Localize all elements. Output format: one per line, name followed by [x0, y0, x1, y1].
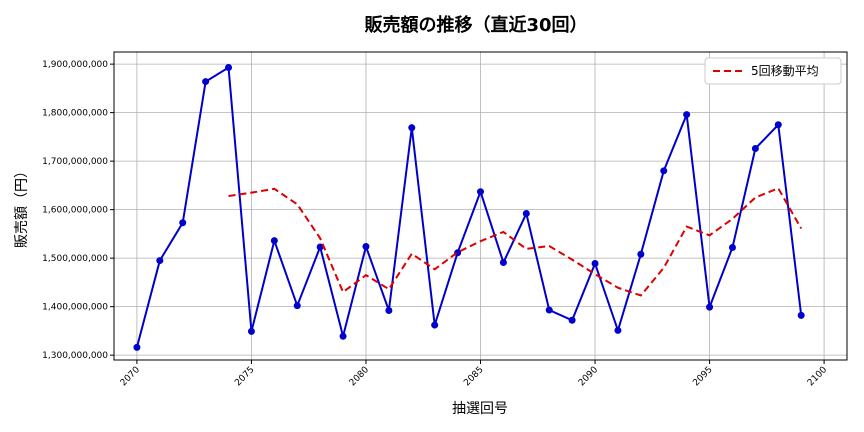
legend-label-moving-average: 5回移動平均 [751, 64, 819, 78]
sales-data-point [385, 307, 393, 315]
sales-data-point [522, 210, 530, 218]
sales-data-point [270, 237, 278, 245]
legend: 5回移動平均 [704, 57, 842, 85]
sales-data-point [706, 303, 714, 311]
y-tick-label: 1,600,000,000 [42, 206, 108, 216]
y-tick-label: 1,400,000,000 [42, 303, 108, 313]
sales-data-point [179, 219, 187, 227]
y-tick-label: 1,900,000,000 [42, 60, 108, 70]
sales-data-point [431, 321, 439, 329]
y-axis-label: 販売額（円） [14, 164, 30, 248]
sales-data-point [339, 332, 347, 340]
sales-data-point [133, 343, 141, 351]
sales-data-point [545, 306, 553, 314]
sales-data-point [660, 167, 668, 175]
sales-data-point [683, 111, 691, 119]
sales-data-point [408, 124, 416, 132]
grid [114, 52, 847, 360]
y-tick-label: 1,300,000,000 [42, 351, 108, 361]
sales-data-point [728, 243, 736, 251]
sales-data-point [225, 64, 233, 72]
y-tick-label: 1,700,000,000 [42, 157, 108, 167]
y-tick-label: 1,800,000,000 [42, 109, 108, 119]
moving-average-line [228, 187, 803, 297]
sales-data-point [316, 243, 324, 251]
sales-data-point [751, 145, 759, 153]
sales-data-point [614, 326, 622, 334]
chart-title: 販売額の推移（直近30回） [364, 14, 587, 36]
sales-data-point [591, 259, 599, 267]
sales-data-point [499, 259, 507, 267]
legend-box [704, 57, 842, 85]
y-axis-ticks: 1,300,000,000 1,400,000,000 1,500,000,000 1… [42, 60, 114, 361]
sales-data-point [568, 316, 576, 324]
sales-data-point [202, 78, 210, 86]
series-group [133, 64, 805, 351]
sales-data-point [247, 327, 255, 335]
y-tick-label: 1,500,000,000 [42, 254, 108, 264]
sales-data-point [156, 257, 164, 265]
sales-data-point [477, 188, 484, 196]
sales-data-point [362, 243, 370, 251]
sales-series-line [135, 65, 803, 348]
sales-data-point [637, 250, 645, 258]
sales-data-point [293, 302, 301, 310]
sales-data-point [774, 121, 782, 129]
sales-data-point [797, 311, 805, 319]
x-axis-label: 抽選回号 [452, 401, 508, 417]
